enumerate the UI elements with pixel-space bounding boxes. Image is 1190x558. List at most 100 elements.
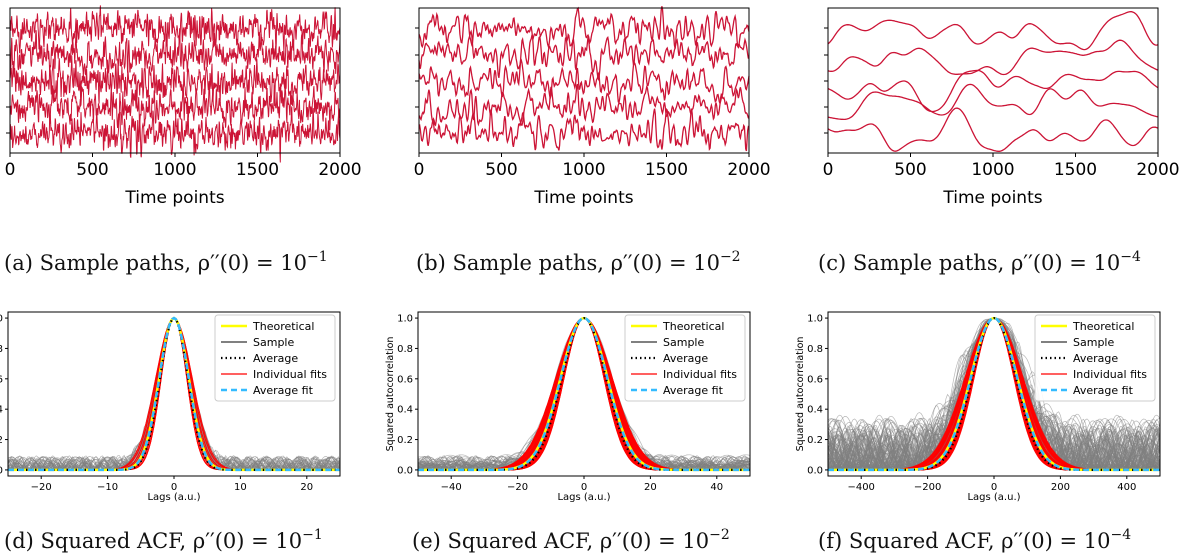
x-tick-label: 200 [1051,482,1070,493]
caption-exponent: −1 [302,527,323,543]
x-axis-label: Lags (a.u.) [967,492,1020,503]
y-axis-label: Squared autocorrelation [795,337,806,452]
y-tick-label: 0.8 [397,344,413,355]
caption-text: (d) Squared ACF, ρ′′(0) = 10 [4,529,302,553]
caption-exponent: −4 [1110,527,1131,543]
x-tick-label: 1000 [562,160,605,180]
sample-path-1 [418,6,750,49]
caption-exponent: −2 [709,527,730,543]
panel-b: 0 500 1000 1500 2000 Time points (b) Sample pa… [414,6,771,275]
sample-path-3 [418,58,750,106]
sample-path-5 [827,107,1159,152]
sample-path-5 [9,106,341,163]
sample-path-3 [827,69,1159,113]
x-tick-label: 0 [823,160,834,180]
plot-area [418,316,750,472]
x-tick-label: 0 [5,160,16,180]
legend-average: Average [663,352,708,365]
caption: (b) Sample paths, ρ′′(0) = 10−2 [416,249,741,275]
panel-e: −40 −20 0 20 40 0.0 0.2 0.4 0.6 0.8 1.0 Lags (a.u.)… [385,311,751,553]
x-tick-label: 0 [414,160,425,180]
caption: (d) Squared ACF, ρ′′(0) = 10−1 [4,527,323,553]
legend-sample: Sample [253,336,294,349]
legend-average-fit: Average fit [663,384,724,397]
x-axis-label: Time points [533,188,633,208]
plot-area [8,316,340,472]
caption-text: (c) Sample paths, ρ′′(0) = 10 [818,251,1120,275]
legend-sample: Sample [1073,336,1114,349]
legend-average-fit: Average fit [1073,384,1134,397]
y-tick-label: 0.4 [807,405,823,416]
caption-exponent: −1 [307,249,328,265]
y-axis-label: Squared autocorrelation [385,337,396,452]
caption-text: (f) Squared ACF, ρ′′(0) = 10 [818,529,1110,553]
legend-theoretical: Theoretical [1072,320,1134,333]
y-tick-label: 0.2 [0,435,3,446]
caption-exponent: −2 [720,249,741,265]
legend-theoretical: Theoretical [252,320,314,333]
average-fit-curve [828,316,1160,472]
y-tick-label: 0.8 [807,344,823,355]
x-tick-label: 500 [76,160,108,180]
y-tick-label: 1.0 [0,314,3,325]
y-tick-label: 0.8 [0,344,3,355]
sample-path-4 [9,83,341,131]
plot-area [828,316,1160,472]
y-tick-label: 1.0 [397,314,413,325]
average-fit-curve [8,316,340,472]
x-tick-label: 1500 [236,160,279,180]
x-tick-label: 400 [1117,482,1136,493]
x-axis-label: Time points [942,188,1042,208]
x-tick-label: −20 [31,482,52,493]
sample-path-2 [418,29,750,82]
x-tick-label: 500 [485,160,517,180]
sample-path-2 [827,39,1159,76]
caption-text: (a) Sample paths, ρ′′(0) = 10 [4,251,307,275]
x-tick-label: −10 [97,482,118,493]
y-tick-label: 0.6 [397,374,413,385]
sample-path-5 [418,107,750,152]
x-tick-label: 500 [894,160,926,180]
x-tick-label: −20 [507,482,528,493]
caption-exponent: −4 [1120,249,1141,265]
legend-individual-fits: Individual fits [253,368,327,381]
x-axis-label: Time points [124,188,224,208]
sample-path-3 [9,55,341,107]
y-tick-label: 0.0 [807,465,823,476]
legend-box [1034,314,1156,402]
caption-text: (e) Squared ACF, ρ′′(0) = 10 [412,529,709,553]
sample-path-2 [9,28,341,75]
x-tick-label: 20 [644,482,657,493]
legend-box [624,314,746,402]
x-axis-label: Lags (a.u.) [147,492,200,503]
y-tick-label: 0.2 [807,435,823,446]
x-tick-label: 1000 [971,160,1014,180]
caption-text: (b) Sample paths, ρ′′(0) = 10 [416,251,720,275]
y-tick-label: 0.6 [0,374,3,385]
y-tick-label: 1.0 [807,314,823,325]
average-fit-curve [418,316,750,472]
panel-f: −400 −200 0 200 400 0.0 0.2 0.4 0.6 0.8 1.0 Lags (a… [795,311,1161,553]
x-tick-label: 1500 [645,160,688,180]
caption: (a) Sample paths, ρ′′(0) = 10−1 [4,249,328,275]
legend-average: Average [1073,352,1118,365]
legend-average-fit: Average fit [253,384,314,397]
y-tick-label: 0.2 [397,435,413,446]
x-tick-label: 10 [234,482,247,493]
caption: (f) Squared ACF, ρ′′(0) = 10−4 [818,527,1131,553]
panel-c: 0 500 1000 1500 2000 Time points (c) Sample pa… [818,7,1180,275]
axes-frame [827,7,1159,154]
x-axis-label: Lags (a.u.) [557,492,610,503]
x-tick-label: 0 [991,482,997,493]
legend: Theoretical Sample Average Individual fits A… [624,314,746,402]
y-tick-label: 0.4 [0,405,3,416]
sample-path-4 [827,83,1159,121]
y-tick-label: 0.0 [0,465,3,476]
x-tick-label: 2000 [727,160,770,180]
sample-path-1 [827,11,1159,51]
caption: (e) Squared ACF, ρ′′(0) = 10−2 [412,527,730,553]
legend-box [214,314,336,402]
x-tick-label: 2000 [1136,160,1179,180]
panel-d: −20 −10 0 10 20 0.0 0.2 0.4 0.6 0.8 1.0 Lags (a.u.)… [0,311,341,553]
